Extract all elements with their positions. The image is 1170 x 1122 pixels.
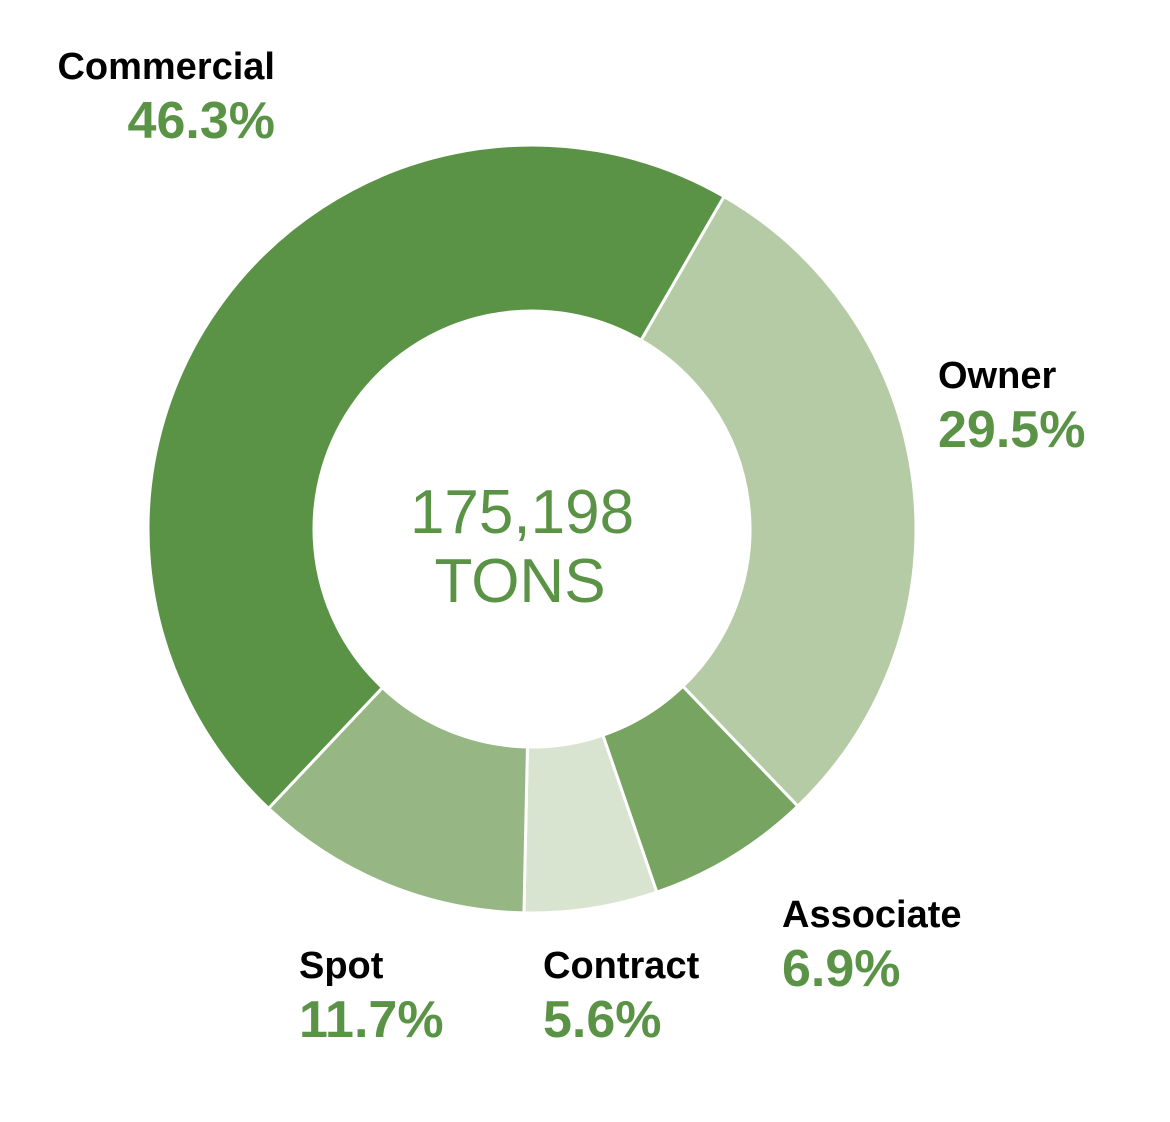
label-associate-name: Associate (782, 894, 962, 936)
label-associate-value: 6.9% (782, 940, 901, 998)
label-commercial-name: Commercial (57, 46, 275, 88)
label-contract-value: 5.6% (543, 991, 662, 1049)
label-owner-name: Owner (938, 355, 1056, 397)
slice-commercial (146, 143, 727, 811)
label-contract-name: Contract (543, 945, 700, 987)
label-owner-value: 29.5% (938, 401, 1085, 459)
label-commercial-value: 46.3% (128, 92, 275, 150)
center-unit: TONS (434, 547, 605, 616)
label-spot-value: 11.7% (299, 991, 444, 1049)
slices-layer (146, 143, 918, 915)
center-value: 175,198 (410, 478, 634, 547)
label-spot-name: Spot (299, 945, 384, 987)
slice-owner (638, 194, 918, 809)
